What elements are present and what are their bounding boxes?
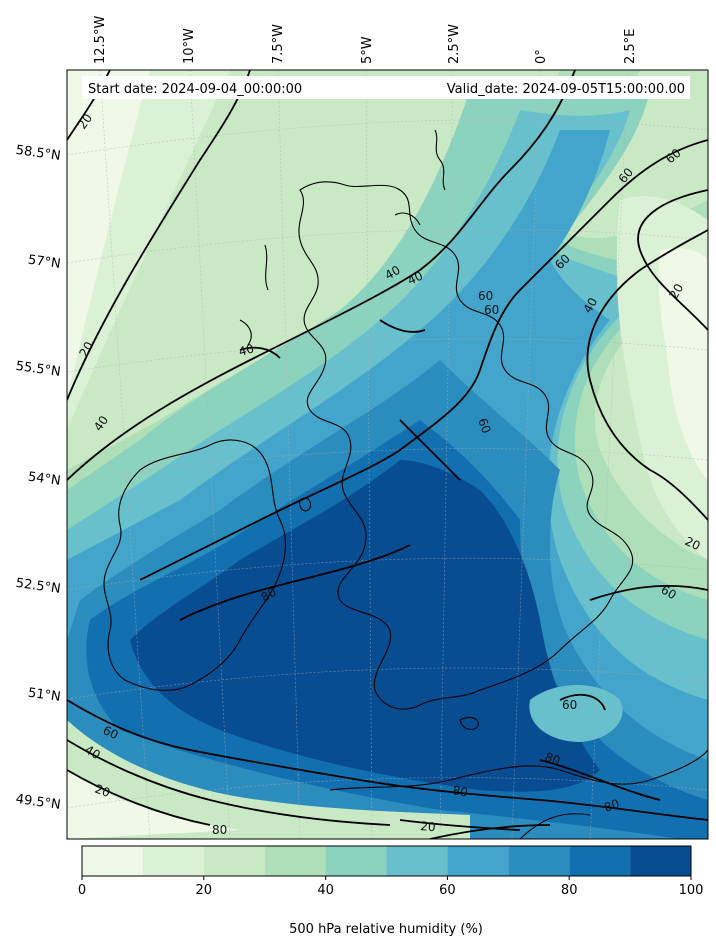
colorbar-tick-label: 100 bbox=[679, 883, 704, 898]
lon-tick-label: 0° bbox=[534, 49, 549, 64]
colorbar-tick-label: 20 bbox=[196, 883, 213, 898]
lon-tick-label: 7.5°W bbox=[271, 24, 286, 64]
lat-tick-label: 55.5°N bbox=[15, 359, 62, 380]
lat-tick-label: 58.5°N bbox=[15, 143, 62, 164]
lon-tick-label: 2.5°E bbox=[623, 29, 638, 64]
lat-tick-label: 49.5°N bbox=[15, 792, 62, 813]
colorbar-swatch bbox=[508, 846, 570, 876]
colorbar-swatch bbox=[203, 846, 265, 876]
colorbar-tick-label: 60 bbox=[439, 883, 456, 898]
lat-tick-label: 54°N bbox=[27, 470, 62, 489]
contour-label: 40 bbox=[237, 341, 255, 358]
colorbar-tick-label: 0 bbox=[78, 883, 86, 898]
contour-label: 60 bbox=[101, 723, 121, 742]
contour-label: 40 bbox=[383, 263, 403, 283]
contour-label: 60 bbox=[484, 303, 499, 317]
contour-label: 80 bbox=[451, 783, 468, 799]
lat-tick-label: 52.5°N bbox=[15, 576, 62, 597]
contour-label: 80 bbox=[602, 796, 621, 814]
contour-label: 40 bbox=[83, 742, 103, 762]
colorbar-tick-label: 40 bbox=[317, 883, 334, 898]
colorbar-swatch bbox=[447, 846, 509, 876]
contour-label: 60 bbox=[659, 582, 679, 602]
contour-label: 60 bbox=[562, 698, 577, 712]
contour-label: 80 bbox=[212, 823, 227, 837]
contour-label: 20 bbox=[666, 281, 686, 301]
valid-date-label: Valid_date: 2024-09-05T15:00:00.00 bbox=[447, 82, 685, 97]
colorbar: 0 20 40 60 80 100 bbox=[78, 845, 704, 898]
lat-tick-label: 57°N bbox=[27, 253, 62, 272]
contour-label: 20 bbox=[76, 339, 96, 359]
contour-label: 80 bbox=[543, 750, 562, 768]
lon-tick-label: 10°W bbox=[182, 28, 197, 64]
colorbar-swatch bbox=[630, 846, 691, 876]
lat-tick-label: 51°N bbox=[27, 686, 62, 705]
lon-tick-label: 12.5°W bbox=[93, 16, 108, 64]
contour-label: 20 bbox=[683, 534, 703, 553]
start-date-label: Start date: 2024-09-04_00:00:00 bbox=[88, 82, 302, 97]
colorbar-swatch bbox=[264, 846, 326, 876]
contour-label: 20 bbox=[420, 819, 436, 834]
colorbar-swatch bbox=[386, 846, 448, 876]
humidity-field: 20 20 40 40 40 40 60 60 60 60 60 40 20 6… bbox=[67, 70, 708, 839]
colorbar-swatch bbox=[82, 846, 143, 876]
date-info-box: Start date: 2024-09-04_00:00:00 Valid_da… bbox=[82, 76, 690, 99]
contour-label: 80 bbox=[259, 585, 279, 605]
latitude-ticks: 58.5°N 57°N 55.5°N 54°N 52.5°N 51°N 49.5… bbox=[15, 143, 62, 813]
contour-label: 40 bbox=[580, 295, 600, 315]
colorbar-swatch bbox=[142, 846, 204, 876]
contour-label: 60 bbox=[475, 416, 493, 435]
lon-tick-label: 2.5°W bbox=[447, 24, 462, 64]
lon-tick-label: 5°W bbox=[360, 36, 375, 64]
coastlines bbox=[103, 129, 708, 839]
colorbar-title: 500 hPa relative humidity (%) bbox=[289, 922, 483, 937]
colorbar-swatch bbox=[325, 846, 387, 876]
contour-label: 60 bbox=[478, 289, 493, 303]
map-frame bbox=[66, 69, 709, 840]
contour-label: 20 bbox=[93, 782, 112, 800]
colorbar-frame bbox=[81, 845, 692, 877]
longitude-ticks: 12.5°W 10°W 7.5°W 5°W 2.5°W 0° 2.5°E bbox=[93, 16, 638, 64]
contour-label: 40 bbox=[405, 269, 425, 288]
colorbar-tick-label: 80 bbox=[561, 883, 578, 898]
colorbar-swatch bbox=[569, 846, 631, 876]
